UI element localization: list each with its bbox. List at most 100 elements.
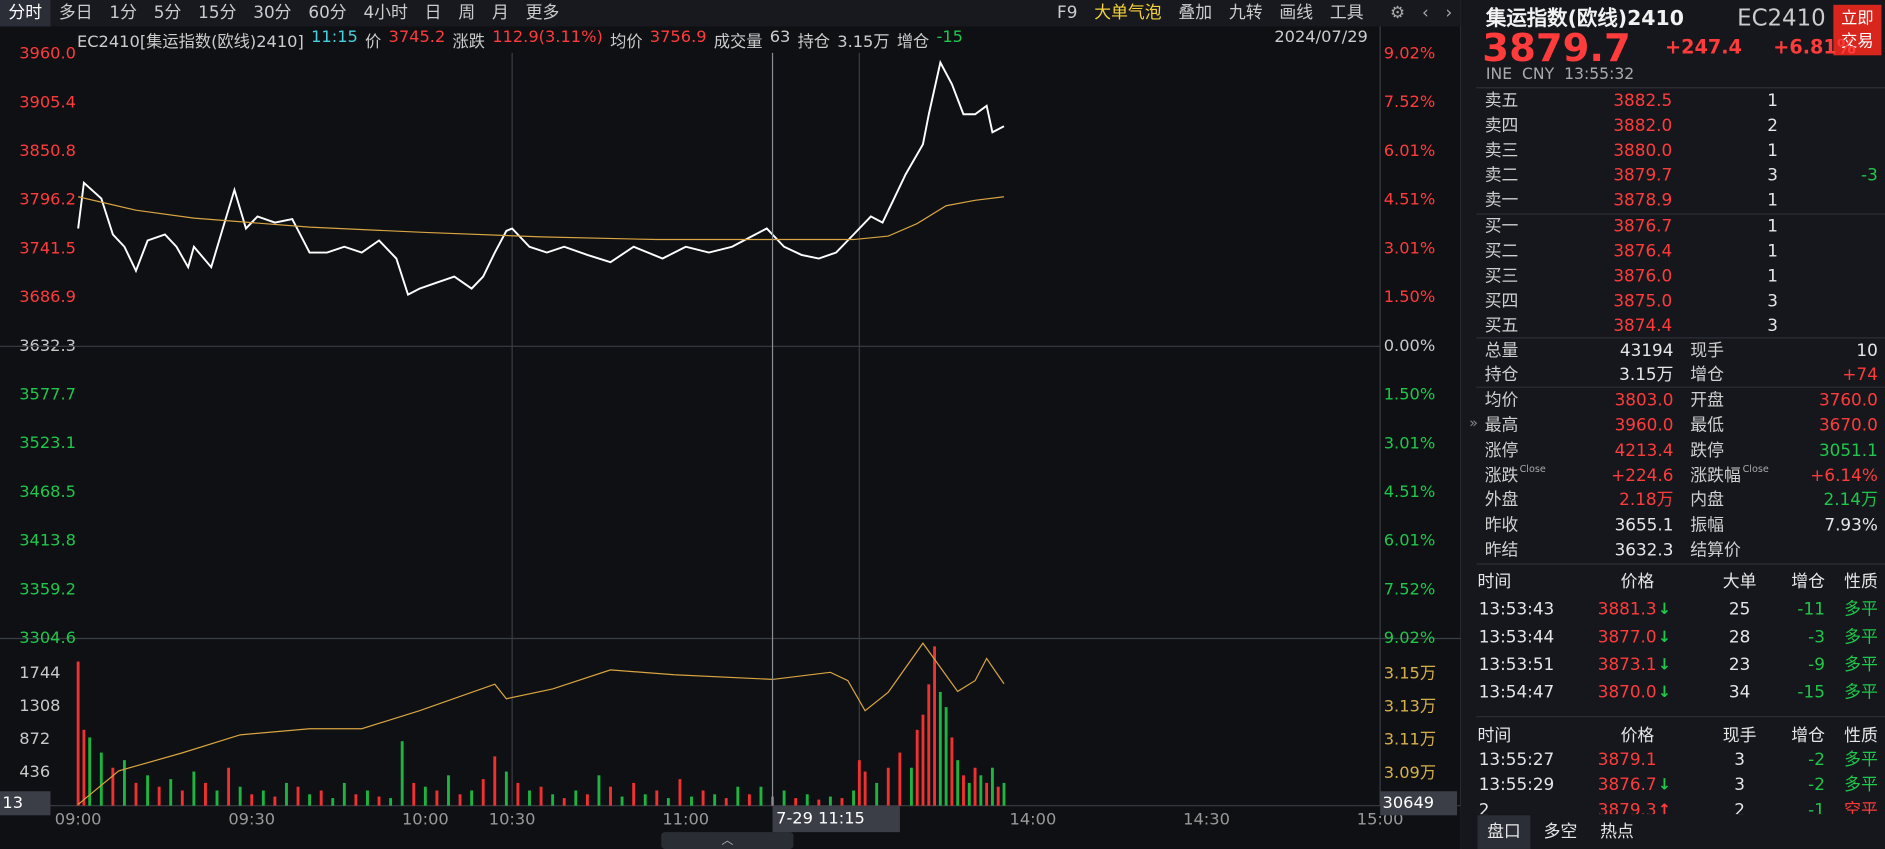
volume-bar [985,782,989,806]
y2-tick-label: 1.50% [1384,384,1436,403]
panel-tab[interactable]: 盘口 [1487,821,1521,841]
expand-handle[interactable]: ︿ [721,833,733,847]
volume-bar [898,752,902,806]
panel-tab[interactable]: 热点 [1600,821,1634,841]
label: 持仓 [797,32,831,52]
book-qty: 1 [1767,90,1778,110]
tool-button[interactable]: 叠加 [1178,3,1213,23]
volume-bar [574,790,578,806]
stat-value: 3803.0 [1615,389,1674,409]
stat-value: 10 [1856,340,1877,360]
volume-bar [169,779,173,806]
book-label: 买一 [1485,216,1519,236]
volume-bar [655,790,659,806]
period-tab[interactable]: 更多 [525,3,560,23]
trade-qty: 3 [1734,774,1745,794]
book-price: 3880.0 [1613,140,1672,160]
panel-tab[interactable]: 多空 [1544,821,1578,841]
x-tick-label: 10:00 [402,810,449,829]
period-tab[interactable]: 分时 [0,0,51,27]
trade-price: 3879.1 [1598,749,1657,769]
stat-label: 持仓 [1485,364,1519,384]
period-tab[interactable]: 30分 [253,3,292,23]
book-qty: 1 [1767,241,1778,261]
toolbar: 分时 多日 1分 5分 15分 30分 60分 4小时日周月更多 F9 大单气泡 叠加 九转 画线 工具 ⚙… [0,0,1461,27]
crosshair-label: 7-29 11:15 [776,808,865,827]
book-price: 3882.0 [1613,115,1672,135]
period-tab[interactable]: 周 [458,3,476,23]
crosshair-right-label: 30649 [1383,793,1435,812]
volume-bar [528,790,531,806]
volume-bar [389,798,393,806]
period-tab[interactable]: 月 [492,3,509,23]
volume-bar [620,796,624,806]
trade-oi: -11 [1797,599,1824,619]
trade-oi: -9 [1808,654,1825,674]
volume-bar [342,782,346,806]
volume-bar [82,729,86,806]
period-tab[interactable]: 日 [424,3,442,23]
stat-value: 3051.1 [1819,440,1878,460]
y2-tick-label: 6.01% [1384,141,1436,160]
volume-bar [967,782,971,806]
volume-bar [285,782,288,806]
trade-price: 3870.0 [1598,682,1657,702]
volume-bar [273,796,277,806]
price-chart: 3960.0 3905.4 3850.8 3796.2 3741.5 3686.9 3632… [0,26,1461,829]
book-label: 卖一 [1485,190,1519,210]
tool-button[interactable]: 画线 [1279,3,1314,23]
label: 成交量 [713,32,763,52]
period-tab[interactable]: 60分 [308,3,347,23]
crosshair-box [0,791,51,816]
label: 均价 [610,32,643,52]
tool-button[interactable]: 大单气泡 [1094,3,1162,23]
stat-value: +74 [1842,364,1878,384]
volume-bar [192,771,196,806]
volume-bar [157,786,161,806]
trade-nature: 多平 [1844,626,1878,646]
period-tab[interactable]: 多日 [58,3,93,23]
collapse-icon[interactable]: » [1469,415,1478,431]
table-header: 时间 [1478,725,1512,745]
volume-bar [921,714,925,806]
y-tick-label: 3960.0 [19,44,76,63]
stat-label: 涨停 [1485,440,1519,460]
stat-value: 3.15万 [1619,364,1673,384]
tool-button[interactable]: 工具 [1329,3,1364,23]
tab-active[interactable] [1477,815,1531,849]
volume-bar [701,790,705,806]
book-price: 3874.4 [1613,315,1672,335]
volume-bar [261,790,265,806]
volume-bar [805,794,809,806]
book-qty: 1 [1767,216,1778,236]
volume-bar [585,794,589,806]
volume-bar [111,767,115,806]
y2-tick-label: 3.09万 [1384,763,1436,782]
stat-label: 涨跌 [1485,465,1519,485]
period-tab[interactable]: 5分 [153,3,182,23]
volume-bar [1002,782,1006,806]
y2-tick-label: 6.01% [1384,531,1436,550]
trade-oi: -2 [1808,774,1825,794]
volume-bar [76,661,80,806]
period-tab[interactable]: 1分 [109,3,137,23]
y-tick-label: 3686.9 [19,287,76,306]
trade-time: 2 [1479,799,1490,819]
y2-tick-label: 3.11万 [1384,730,1436,749]
stat-label: 结算价 [1690,540,1741,560]
series-line [77,59,1005,296]
y2-tick-label: 4.51% [1384,190,1436,209]
period-tab[interactable]: 4小时 [363,3,408,23]
tool-button[interactable]: F9 [1057,3,1078,23]
tool-button[interactable]: 九转 [1228,3,1263,23]
trade-nature: 多平 [1844,749,1878,769]
period-tab[interactable]: 15分 [198,3,237,23]
label: 增仓 [896,32,930,52]
stat-label: 昨收 [1485,514,1519,534]
trade-button[interactable] [1833,4,1882,56]
book-price: 3882.5 [1613,90,1672,110]
stat-label: 最低 [1690,415,1724,435]
volume-bar [973,767,977,806]
